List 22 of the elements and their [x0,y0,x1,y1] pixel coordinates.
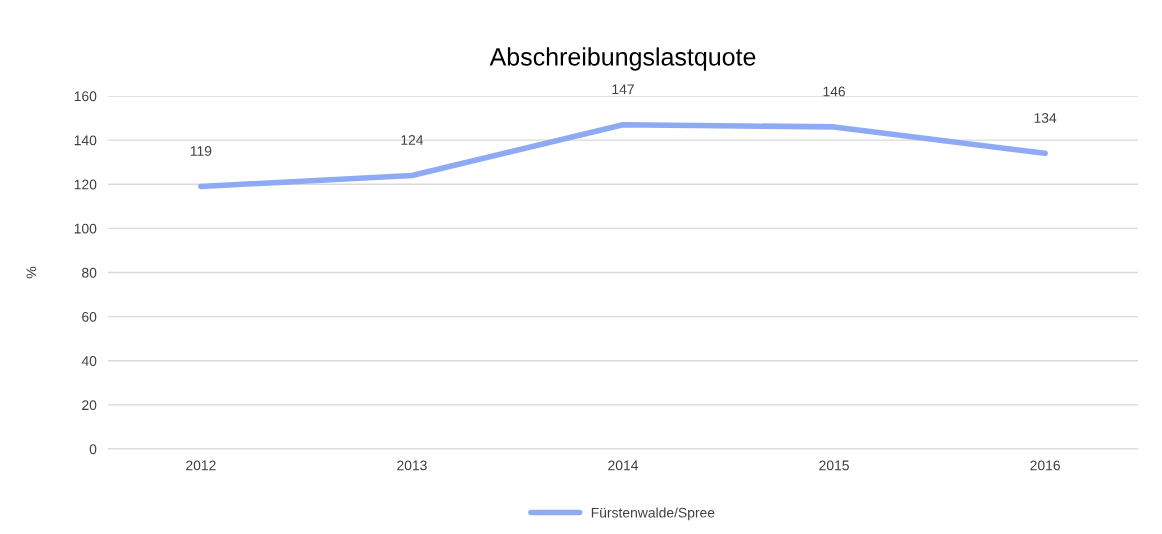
data-label: 147 [612,84,634,95]
y-tick-label: 60 [82,311,97,322]
y-tick-label: 40 [81,356,97,366]
y-tick-label: 100 [74,223,97,234]
x-tick-label: 2014 [608,460,639,471]
x-tick-label: 2013 [397,460,427,471]
y-tick-label: 160 [74,91,97,102]
y-tick-label: 0 [89,444,97,455]
x-tick-label: 2016 [1030,460,1060,471]
data-label: 124 [401,135,424,145]
chart-title: Abschreibungslastquote [489,47,756,71]
data-label: 119 [190,146,212,156]
y-axis-title: % [26,266,37,279]
y-tick-label: 20 [82,400,97,411]
data-label: 146 [823,86,846,97]
data-label: 134 [1034,113,1057,123]
y-tick-label: 140 [74,135,97,146]
x-tick-label: 2015 [819,460,849,471]
x-tick-label: 2012 [186,460,216,471]
legend-label: Fürstenwalde/Spree [591,507,715,521]
y-tick-label: 120 [74,179,97,190]
y-tick-label: 80 [82,267,97,278]
